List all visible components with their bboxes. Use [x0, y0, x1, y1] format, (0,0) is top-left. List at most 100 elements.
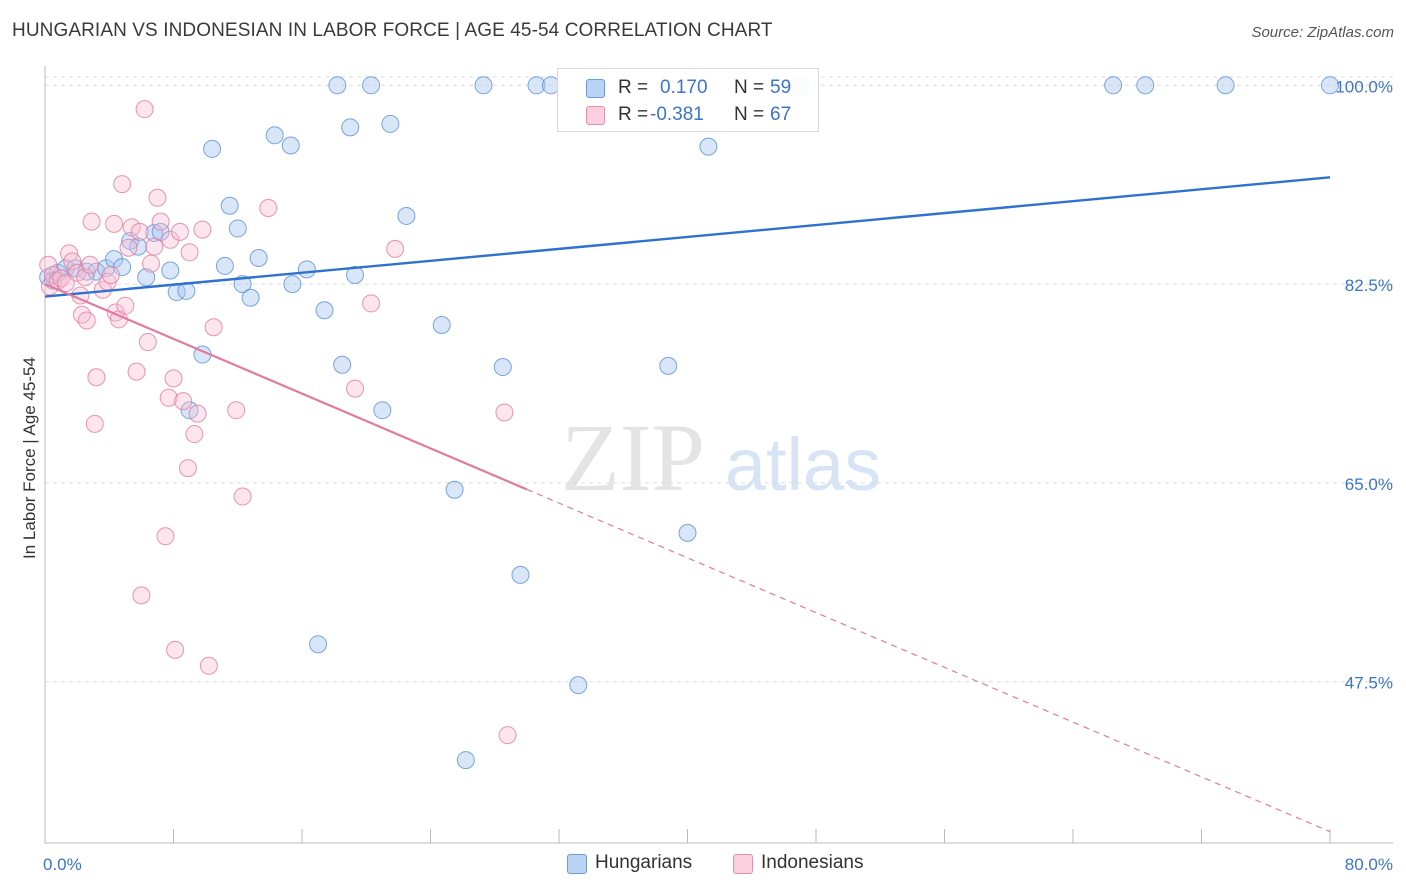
- data-point: [203, 139, 222, 158]
- data-point: [174, 392, 193, 411]
- data-point: [265, 126, 284, 145]
- data-point: [138, 333, 157, 352]
- bottom-legend-swatch-hungarians: [567, 854, 587, 874]
- legend-r-value: -0.381: [650, 104, 704, 125]
- data-point: [233, 487, 252, 506]
- trend-line-hungarians: [44, 176, 1331, 298]
- series-layer: [39, 76, 1339, 770]
- data-point: [498, 726, 517, 745]
- data-point: [72, 305, 91, 324]
- data-point: [199, 656, 218, 675]
- data-point: [193, 220, 212, 239]
- data-point: [227, 401, 246, 420]
- y-tick-label: 47.5%: [1345, 674, 1393, 693]
- bottom-legend-label-hungarians: Hungarians: [595, 852, 693, 873]
- data-point: [119, 238, 138, 257]
- data-point: [381, 114, 400, 133]
- data-point: [346, 379, 365, 398]
- data-point: [373, 401, 392, 420]
- data-point: [129, 237, 148, 256]
- stats-legend: R = 0.170 N = 59 R = -0.381 N = 67: [557, 68, 819, 132]
- data-point: [569, 676, 588, 695]
- data-point: [386, 239, 405, 258]
- data-point: [85, 414, 104, 433]
- data-point: [135, 100, 154, 119]
- legend-swatch-indonesians: [586, 106, 605, 125]
- chart-title: HUNGARIAN VS INDONESIAN IN LABOR FORCE |…: [12, 20, 773, 41]
- data-point: [56, 273, 75, 292]
- series-indonesians: [39, 100, 517, 745]
- bottom-legend-indonesians: Indonesians: [733, 852, 893, 876]
- legend-n-label: N =: [734, 77, 765, 98]
- data-point: [164, 369, 183, 388]
- data-point: [80, 255, 99, 274]
- data-point: [151, 212, 170, 231]
- data-point: [130, 222, 149, 241]
- legend-n-value: 67: [770, 104, 792, 125]
- legend-r-label: R =: [618, 77, 649, 98]
- data-point: [132, 586, 151, 605]
- data-point: [63, 252, 82, 271]
- data-point: [145, 223, 164, 242]
- data-point: [204, 318, 223, 337]
- data-point: [116, 296, 135, 315]
- grid-lines: [45, 76, 1393, 683]
- data-point: [145, 237, 164, 256]
- tick-labels: 100.0% 82.5% 65.0% 47.5% 0.0% 80.0%: [43, 77, 1393, 874]
- data-point: [362, 294, 381, 313]
- bottom-legend-swatch-indonesians: [733, 854, 753, 874]
- data-point: [159, 388, 178, 407]
- data-point: [77, 311, 96, 330]
- data-point: [511, 565, 530, 584]
- data-point: [127, 362, 146, 381]
- axes: [44, 66, 1393, 844]
- legend-n-value: 59: [770, 77, 792, 98]
- watermark-atlas: atlas: [725, 423, 881, 506]
- data-point: [188, 404, 207, 423]
- data-point: [161, 261, 180, 280]
- y-tick-label: 82.5%: [1345, 276, 1393, 295]
- data-point: [87, 368, 106, 387]
- trend-layer: [44, 176, 1331, 833]
- data-point: [87, 262, 106, 281]
- data-point: [527, 76, 546, 95]
- data-point: [432, 316, 451, 334]
- data-point: [362, 76, 381, 95]
- source-credit: Source: ZipAtlas.com: [1251, 24, 1394, 41]
- data-point: [659, 356, 678, 375]
- data-point: [346, 266, 365, 285]
- data-point: [493, 358, 512, 377]
- data-point: [105, 214, 124, 233]
- data-point: [699, 137, 718, 156]
- data-point: [185, 425, 204, 444]
- data-point: [156, 527, 175, 546]
- legend-row-indonesians: R = -0.381 N = 67: [558, 102, 818, 128]
- watermark: ZIP atlas: [561, 404, 881, 511]
- y-tick-label: 65.0%: [1345, 475, 1393, 494]
- legend-swatch-hungarians: [586, 79, 605, 98]
- legend-row-hungarians: R = 0.170 N = 59: [558, 75, 818, 101]
- x-tick-label: 80.0%: [1345, 855, 1393, 874]
- data-point: [315, 301, 334, 320]
- legend-n-label: N =: [734, 104, 765, 125]
- data-point: [456, 751, 475, 770]
- data-point: [281, 136, 300, 155]
- data-point: [445, 480, 464, 499]
- data-point: [82, 212, 101, 231]
- data-point: [178, 459, 197, 478]
- data-point: [678, 523, 697, 542]
- bottom-legend-label-indonesians: Indonesians: [761, 852, 864, 873]
- data-point: [142, 254, 161, 273]
- bottom-legend-hungarians: Hungarians: [567, 852, 707, 876]
- data-point: [228, 219, 247, 238]
- data-point: [495, 403, 514, 422]
- legend-r-label: R =: [618, 104, 649, 125]
- data-point: [148, 188, 167, 207]
- data-point: [220, 196, 239, 215]
- y-tick-label: 100.0%: [1335, 77, 1393, 96]
- data-point: [1321, 76, 1339, 95]
- data-point: [241, 288, 260, 307]
- data-point: [474, 76, 493, 95]
- data-point: [259, 198, 278, 217]
- data-point: [170, 222, 189, 241]
